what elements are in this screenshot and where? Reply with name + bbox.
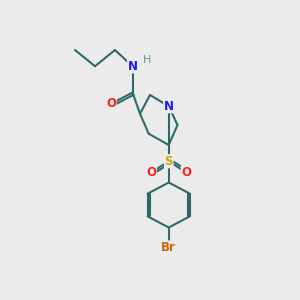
Text: H: H: [143, 55, 152, 65]
Text: S: S: [164, 155, 173, 168]
Text: N: N: [164, 100, 174, 113]
Text: O: O: [146, 166, 156, 179]
Text: Br: Br: [161, 241, 176, 254]
Text: O: O: [181, 166, 191, 179]
Text: O: O: [106, 97, 116, 110]
Text: N: N: [128, 60, 137, 73]
